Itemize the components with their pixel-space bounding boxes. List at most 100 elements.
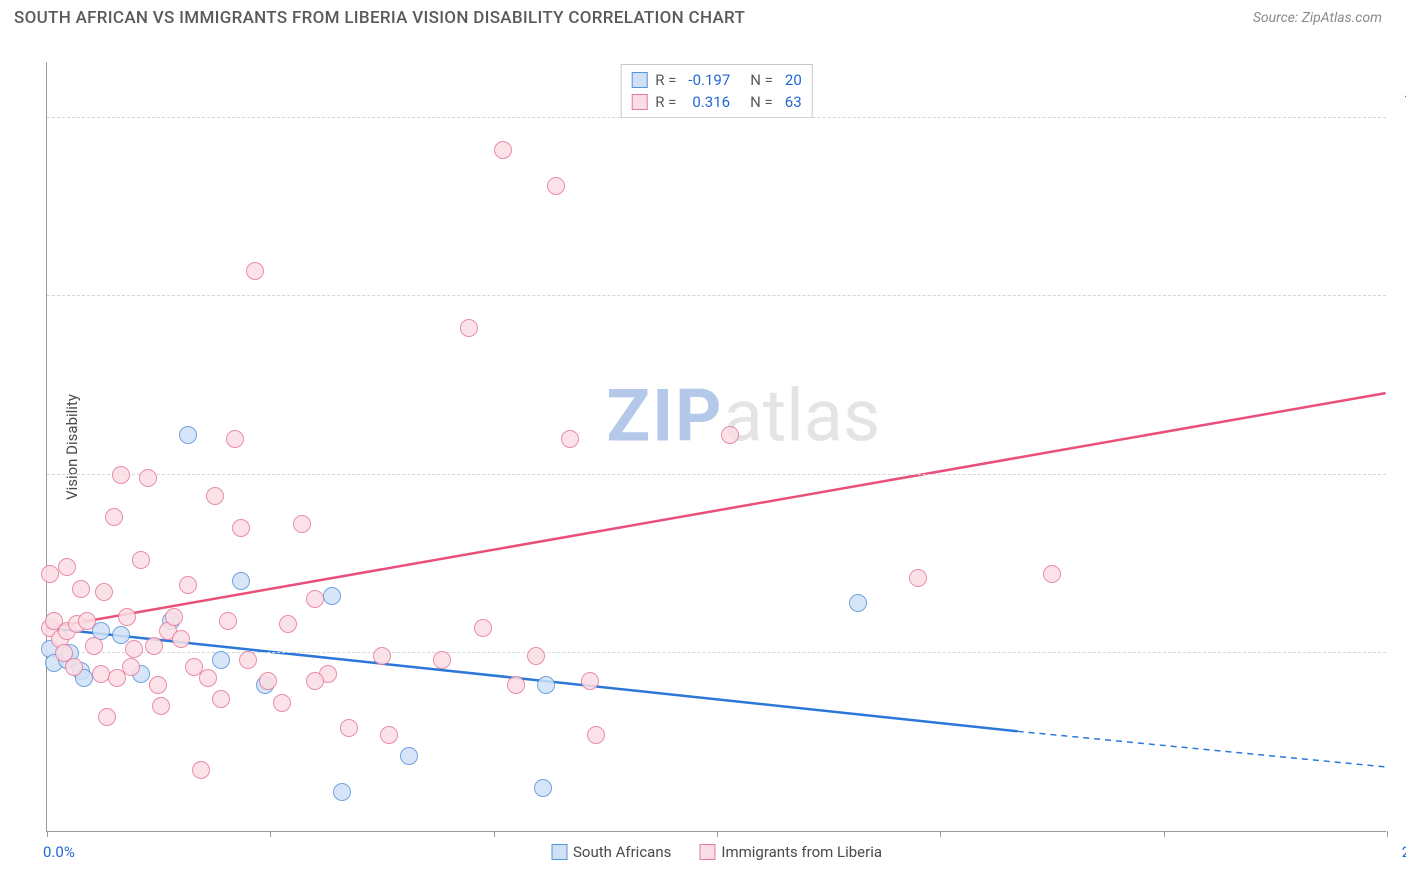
stats-row-sa: R = -0.197 N = 20 [631,69,802,91]
n-value-sa: 20 [785,71,802,89]
x-tick [47,831,48,837]
data-point [581,672,599,690]
r-label: R = [655,93,676,111]
data-point [212,690,230,708]
data-point [112,466,130,484]
data-point [273,694,291,712]
data-point [1043,565,1061,583]
x-axis-min-label: 0.0% [43,843,75,861]
data-point [172,630,190,648]
n-label: N = [750,93,773,111]
watermark: ZIPatlas [606,373,880,458]
trend-lines [47,62,1386,831]
data-point [849,594,867,612]
data-point [232,572,250,590]
data-point [132,551,150,569]
data-point [380,726,398,744]
data-point [239,651,257,669]
x-tick [270,831,271,837]
x-tick [1164,831,1165,837]
data-point [226,430,244,448]
data-point [118,608,136,626]
data-point [139,469,157,487]
r-value-lib: 0.316 [692,93,730,111]
data-point [192,761,210,779]
data-point [306,590,324,608]
swatch-sa [631,72,647,88]
data-point [98,708,116,726]
data-point [721,426,739,444]
data-point [95,583,113,601]
data-point [494,141,512,159]
data-point [259,672,277,690]
data-point [534,779,552,797]
data-point [125,640,143,658]
x-tick [1387,831,1388,837]
data-point [474,619,492,637]
data-point [152,697,170,715]
data-point [112,626,130,644]
data-point [219,612,237,630]
data-point [149,676,167,694]
data-point [537,676,555,694]
data-point [41,565,59,583]
data-point [65,658,83,676]
data-point [206,487,224,505]
legend-item-sa: South Africans [551,843,671,861]
scatter-chart: Vision Disability ZIPatlas R = -0.197 N … [46,62,1386,832]
legend-item-lib: Immigrants from Liberia [699,843,882,861]
chart-header: SOUTH AFRICAN VS IMMIGRANTS FROM LIBERIA… [0,0,1406,32]
data-point [85,637,103,655]
x-tick [940,831,941,837]
data-point [306,672,324,690]
data-point [179,426,197,444]
data-point [58,558,76,576]
data-point [333,783,351,801]
n-label: N = [750,71,773,89]
data-point [340,719,358,737]
data-point [400,747,418,765]
gridline [47,295,1386,296]
legend-label-lib: Immigrants from Liberia [721,843,882,861]
data-point [279,615,297,633]
x-tick [717,831,718,837]
data-point [433,651,451,669]
data-point [199,669,217,687]
data-point [246,262,264,280]
n-value-lib: 63 [785,93,802,111]
legend-swatch-lib [699,844,715,860]
x-axis-max-label: 20.0% [1402,843,1406,861]
data-point [561,430,579,448]
swatch-lib [631,94,647,110]
y-axis-title: Vision Disability [63,394,81,500]
data-point [105,508,123,526]
r-label: R = [655,71,676,89]
chart-source: Source: ZipAtlas.com [1253,10,1382,26]
data-point [212,651,230,669]
data-point [122,658,140,676]
data-point [72,580,90,598]
data-point [323,587,341,605]
data-point [507,676,525,694]
data-point [527,647,545,665]
x-tick [494,831,495,837]
chart-title: SOUTH AFRICAN VS IMMIGRANTS FROM LIBERIA… [14,8,745,28]
data-point [547,177,565,195]
stats-legend: R = -0.197 N = 20 R = 0.316 N = 63 [620,64,813,118]
r-value-sa: -0.197 [688,71,730,89]
data-point [92,665,110,683]
data-point [78,612,96,630]
data-point [232,519,250,537]
gridline [47,474,1386,475]
stats-row-lib: R = 0.316 N = 63 [631,91,802,113]
data-point [165,608,183,626]
data-point [373,647,391,665]
data-point [145,637,163,655]
series-legend: South Africans Immigrants from Liberia [551,843,882,861]
watermark-atlas: atlas [724,373,881,458]
data-point [460,319,478,337]
gridline [47,117,1386,118]
data-point [909,569,927,587]
data-point [293,515,311,533]
watermark-zip: ZIP [606,373,723,458]
